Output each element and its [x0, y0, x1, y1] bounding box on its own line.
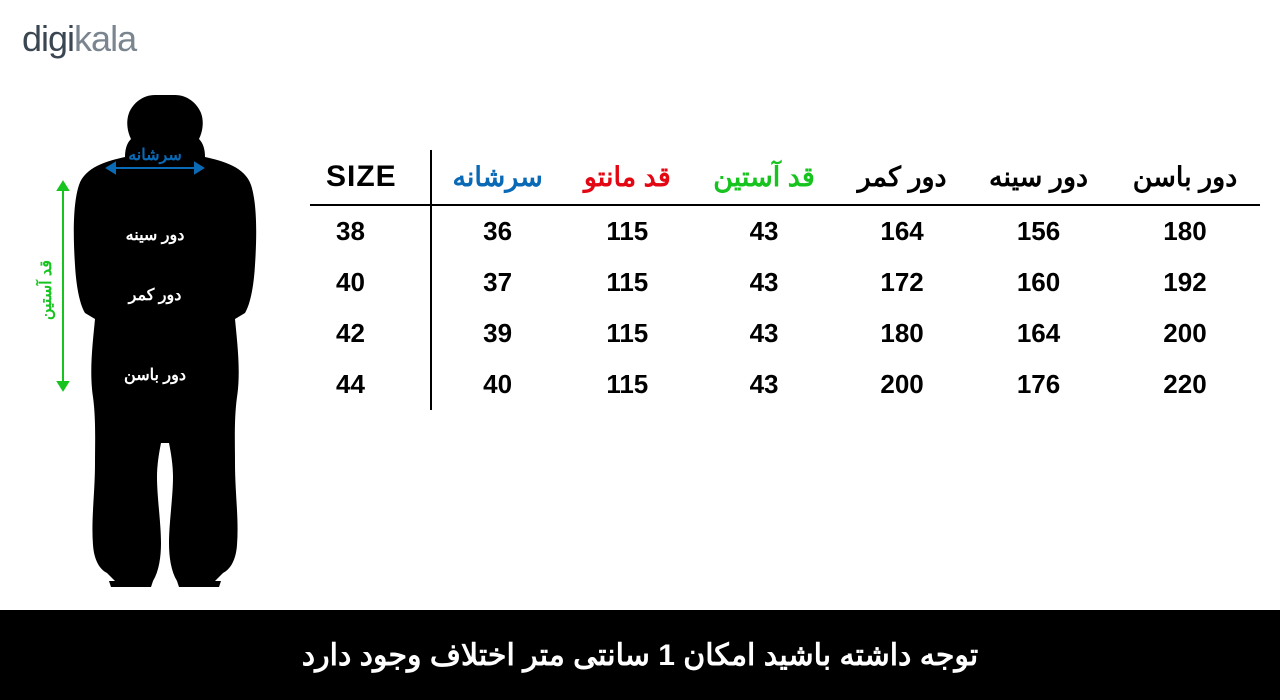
table-cell: 43	[691, 359, 837, 410]
shoulder-label: سرشانه	[128, 147, 182, 165]
table-cell: 43	[691, 205, 837, 257]
table-cell: 164	[967, 308, 1110, 359]
table-header-cell: قد مانتو	[564, 150, 691, 205]
table-cell: 172	[837, 257, 967, 308]
footer-text: توجه داشته باشید امکان 1 سانتی متر اختلا…	[302, 638, 978, 673]
table-cell: 180	[1110, 205, 1260, 257]
table-cell: 115	[564, 359, 691, 410]
table-row: 423911543180164200	[310, 308, 1260, 359]
table-body: 3836115431641561804037115431721601924239…	[310, 205, 1260, 410]
table-header-cell: دور سینه	[967, 150, 1110, 205]
logo-part2: kala	[74, 18, 136, 59]
table-cell: 37	[431, 257, 564, 308]
table-cell: 200	[1110, 308, 1260, 359]
table-cell: 40	[310, 257, 431, 308]
table-header-cell: سرشانه	[431, 150, 564, 205]
table-header-row: SIZEسرشانهقد مانتوقد آستیندور کمردور سین…	[310, 150, 1260, 205]
table-header-cell: دور باسن	[1110, 150, 1260, 205]
table-row: 403711543172160192	[310, 257, 1260, 308]
size-table-container: SIZEسرشانهقد مانتوقد آستیندور کمردور سین…	[310, 150, 1260, 410]
brand-logo: digikala	[22, 18, 136, 60]
table-cell: 43	[691, 257, 837, 308]
table-cell: 160	[967, 257, 1110, 308]
table-cell: 115	[564, 308, 691, 359]
hip-label: دور باسن	[124, 367, 186, 385]
waist-label: دور کمر	[128, 287, 182, 305]
table-header-cell: دور کمر	[837, 150, 967, 205]
size-figure: سرشانه دور سینه دور کمر دور باسن قد آستی	[15, 90, 295, 590]
table-cell: 38	[310, 205, 431, 257]
table-cell: 115	[564, 257, 691, 308]
table-cell: 156	[967, 205, 1110, 257]
table-cell: 115	[564, 205, 691, 257]
table-cell: 176	[967, 359, 1110, 410]
bust-label: دور سینه	[126, 227, 185, 245]
table-cell: 40	[431, 359, 564, 410]
table-header-cell: قد آستین	[691, 150, 837, 205]
table-header-cell: SIZE	[310, 150, 431, 205]
table-cell: 200	[837, 359, 967, 410]
table-cell: 42	[310, 308, 431, 359]
table-cell: 220	[1110, 359, 1260, 410]
table-cell: 39	[431, 308, 564, 359]
table-cell: 180	[837, 308, 967, 359]
size-table: SIZEسرشانهقد مانتوقد آستیندور کمردور سین…	[310, 150, 1260, 410]
table-cell: 164	[837, 205, 967, 257]
table-cell: 44	[310, 359, 431, 410]
logo-part1: digi	[22, 18, 74, 59]
table-cell: 43	[691, 308, 837, 359]
table-row: 444011543200176220	[310, 359, 1260, 410]
table-cell: 192	[1110, 257, 1260, 308]
table-cell: 36	[431, 205, 564, 257]
figure-svg: سرشانه دور سینه دور کمر دور باسن قد آستی	[15, 90, 295, 590]
sleeve-label: قد آستین	[34, 260, 56, 320]
footer-note: توجه داشته باشید امکان 1 سانتی متر اختلا…	[0, 610, 1280, 700]
table-row: 383611543164156180	[310, 205, 1260, 257]
